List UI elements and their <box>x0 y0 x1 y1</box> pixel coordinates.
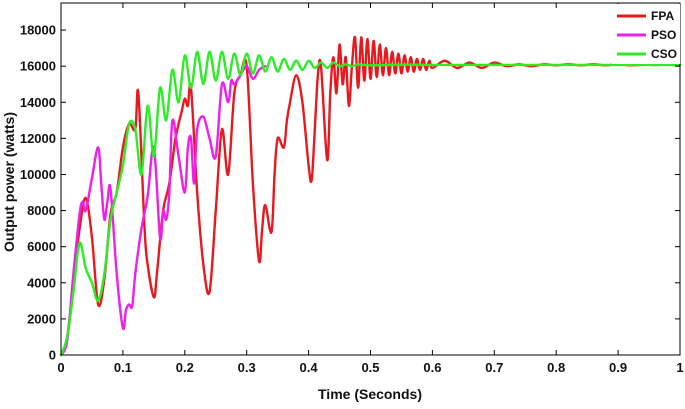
x-axis-ticks: 0 0.1 0.2 0.3 0.4 0.5 0.6 0.7 0.8 0.9 1 <box>57 3 684 375</box>
y-tick-label: 14000 <box>20 95 56 110</box>
series-line-cso <box>59 50 682 357</box>
legend-label-pso: PSO <box>651 28 676 42</box>
x-axis-title: Time (Seconds) <box>318 386 422 402</box>
y-tick-label: 16000 <box>20 59 56 74</box>
y-tick-label: 8000 <box>27 203 56 218</box>
y-axis-ticks: 0 2000 4000 6000 8000 10000 12000 14000 16000 180… <box>20 23 680 363</box>
y-tick-label: 12000 <box>20 131 56 146</box>
x-tick-label: 0.6 <box>423 360 441 375</box>
x-tick-label: 0.4 <box>300 360 319 375</box>
x-tick-label: 0 <box>57 360 64 375</box>
x-tick-label: 0.5 <box>361 360 379 375</box>
x-tick-label: 0.8 <box>547 360 565 375</box>
y-tick-label: 2000 <box>27 311 56 326</box>
series-layer <box>59 35 682 357</box>
y-tick-label: 4000 <box>27 275 56 290</box>
x-tick-label: 0.7 <box>485 360 503 375</box>
x-tick-label: 0.2 <box>176 360 194 375</box>
y-tick-label: 0 <box>49 348 56 363</box>
x-tick-label: 1 <box>676 360 683 375</box>
y-axis-title: Output power (watts) <box>1 112 17 252</box>
y-tick-label: 18000 <box>20 23 56 38</box>
x-tick-label: 0.3 <box>238 360 256 375</box>
y-tick-label: 10000 <box>20 167 56 182</box>
y-tick-label: 6000 <box>27 239 56 254</box>
plot-background <box>61 3 680 355</box>
series-line-fpa <box>59 35 682 357</box>
legend-label-fpa: FPA <box>651 9 674 23</box>
x-tick-label: 0.1 <box>114 360 132 375</box>
x-tick-label: 0.9 <box>609 360 627 375</box>
legend-label-cso: CSO <box>651 47 677 61</box>
series-line-pso <box>59 64 267 357</box>
legend: FPA PSO CSO <box>612 4 680 64</box>
